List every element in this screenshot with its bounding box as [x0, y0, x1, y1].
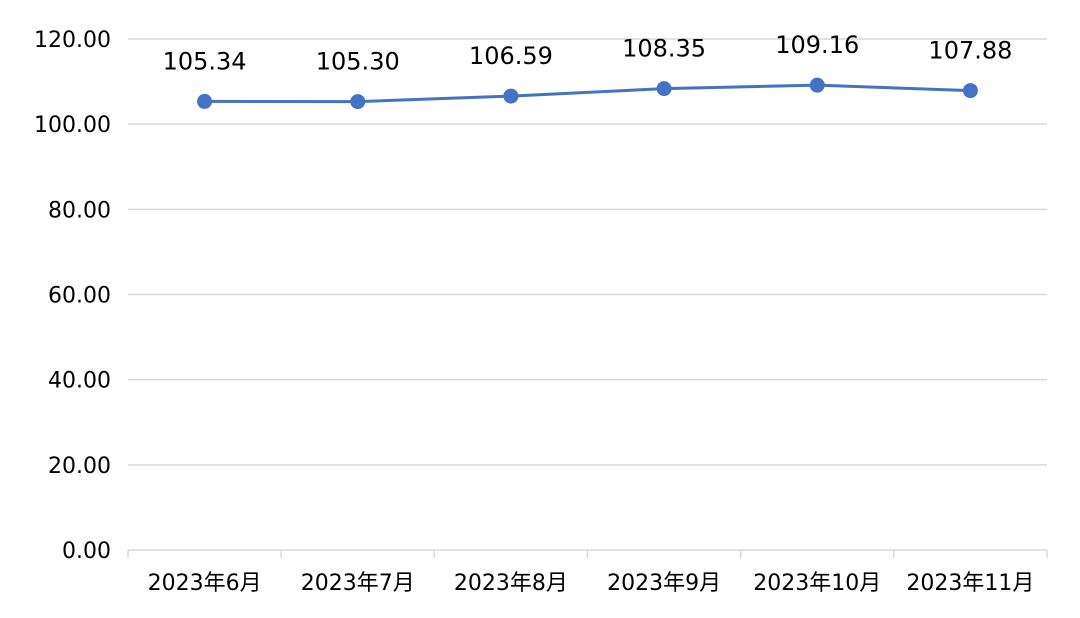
series-line [204, 83, 971, 104]
data-point-marker [656, 81, 672, 97]
y-tick-label: 120.00 [34, 28, 111, 53]
y-axis-tick-labels: 0.00 20.00 40.00 60.00 80.00 100.00 120.00 [34, 28, 111, 564]
data-series [197, 77, 978, 110]
x-tick-label: 2023年6月 [148, 571, 262, 596]
x-axis-tick-labels: 2023年6月 2023年7月 2023年8月 2023年9月 2023年10月 2023… [148, 571, 1035, 596]
x-tick-label: 2023年8月 [454, 571, 568, 596]
data-point-marker [350, 94, 366, 110]
y-tick-label: 80.00 [48, 198, 111, 223]
data-label: 105.34 [163, 47, 247, 75]
data-label: 106.59 [469, 42, 553, 70]
y-tick-label: 100.00 [34, 113, 111, 138]
y-tick-label: 40.00 [48, 369, 111, 394]
x-tick-label: 2023年7月 [301, 571, 415, 596]
x-tick-label: 2023年10月 [753, 571, 881, 596]
gridlines [128, 38, 1047, 466]
x-tick-label: 2023年11月 [906, 571, 1034, 596]
data-point-marker [962, 83, 978, 99]
data-label: 108.35 [622, 35, 706, 63]
y-tick-label: 0.00 [62, 539, 111, 564]
data-point-marker [809, 77, 825, 93]
data-label: 109.16 [775, 31, 859, 59]
data-labels: 105.34 105.30 106.59 108.35 109.16 107.88 [163, 31, 1013, 75]
data-point-marker [197, 93, 213, 109]
x-axis [127, 549, 1048, 558]
y-tick-label: 60.00 [48, 284, 111, 309]
data-point-marker [503, 88, 519, 104]
x-tick-label: 2023年9月 [607, 571, 721, 596]
data-label: 107.88 [928, 37, 1012, 65]
y-tick-label: 20.00 [48, 454, 111, 479]
data-label: 105.30 [316, 48, 400, 76]
